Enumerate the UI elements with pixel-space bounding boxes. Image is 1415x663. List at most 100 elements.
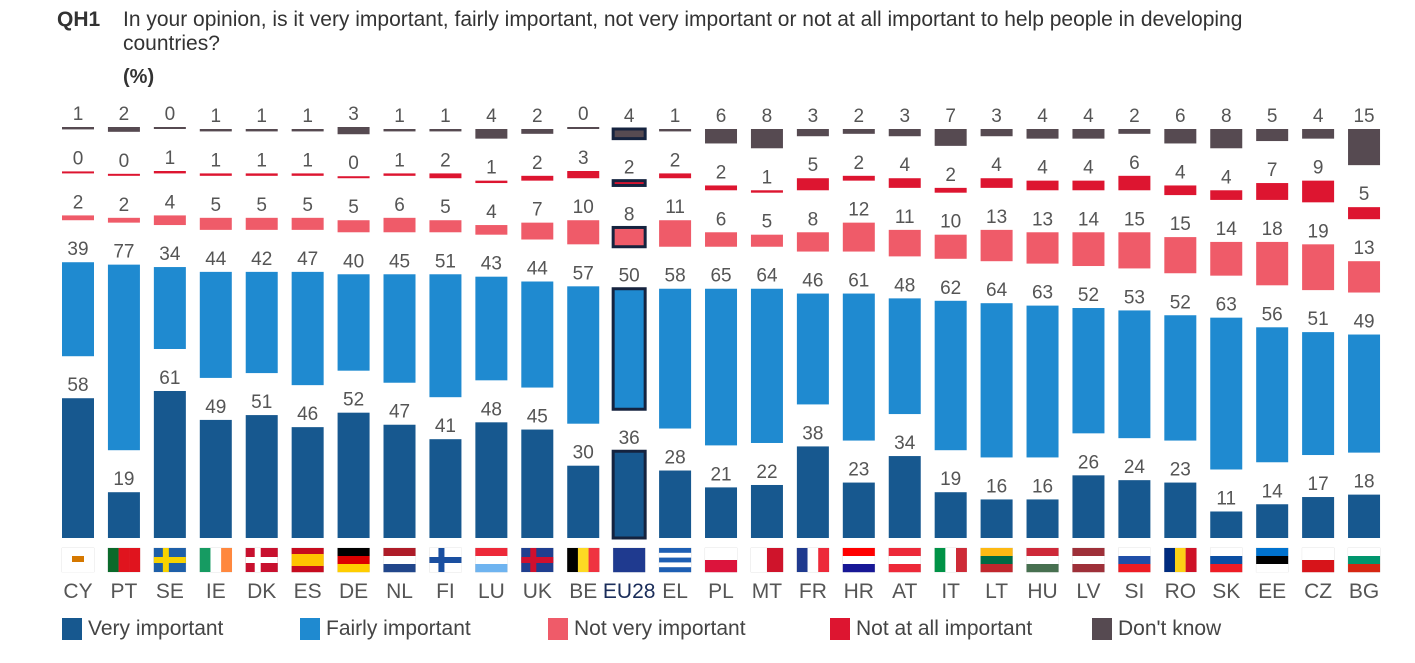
- category-label-be: BE: [569, 580, 597, 603]
- bar-LU-1: [475, 276, 508, 381]
- bar-FI-0: [429, 439, 462, 538]
- data-label: 6: [716, 209, 727, 230]
- bar-ES-3: [291, 173, 324, 176]
- bar-SI-4: [1118, 129, 1151, 134]
- bar-SE-3: [153, 171, 186, 174]
- data-label: 2: [854, 153, 865, 174]
- flag-pl-icon: [704, 547, 738, 573]
- data-label: 51: [251, 392, 272, 413]
- bar-FI-1: [429, 274, 462, 398]
- bar-EL-1: [659, 288, 692, 429]
- bar-BE-2: [567, 220, 600, 245]
- data-label: 6: [1175, 106, 1186, 127]
- bar-NL-0: [383, 424, 416, 538]
- bar-MT-3: [750, 190, 783, 193]
- bar-IE-4: [199, 129, 232, 132]
- data-label: 1: [211, 150, 222, 171]
- bar-DK-0: [245, 415, 278, 538]
- data-label: 28: [665, 448, 686, 469]
- bar-PL-4: [705, 129, 738, 144]
- category-label-uk: UK: [523, 580, 552, 603]
- flag-fr-icon: [796, 547, 830, 573]
- bar-IT-3: [934, 187, 967, 193]
- flag-it-icon: [934, 547, 967, 573]
- bar-FR-4: [796, 129, 829, 137]
- data-label: 2: [670, 150, 681, 171]
- bar-HU-0: [1026, 499, 1059, 538]
- data-label: 7: [532, 200, 543, 221]
- data-label: 5: [440, 197, 451, 218]
- flag-el-icon: [658, 547, 692, 573]
- bar-IE-1: [199, 271, 232, 378]
- bar-CZ-1: [1302, 332, 1335, 456]
- question-id: QH1: [57, 8, 101, 31]
- bar-HU-1: [1026, 305, 1059, 458]
- data-label: 18: [1262, 219, 1283, 240]
- bar-EL-3: [659, 173, 692, 179]
- category-label-si: SI: [1124, 580, 1144, 603]
- bar-LU-4: [475, 129, 508, 139]
- data-label: 0: [578, 104, 589, 125]
- category-label-lu: LU: [478, 580, 505, 603]
- bar-PT-0: [107, 492, 140, 538]
- data-label: 9: [1313, 158, 1324, 179]
- bar-FR-3: [796, 178, 829, 191]
- category-label-hu: HU: [1027, 580, 1057, 603]
- bar-LT-2: [980, 229, 1013, 262]
- bar-EL-0: [659, 470, 692, 538]
- data-label: 1: [302, 150, 313, 171]
- flag-at-icon: [888, 547, 921, 573]
- bar-LV-0: [1072, 475, 1105, 538]
- bar-HU-2: [1026, 232, 1059, 264]
- bar-PT-2: [107, 217, 140, 223]
- flag-cy-icon: [61, 547, 95, 573]
- data-label: 3: [899, 106, 910, 127]
- legend-item: Not at all important: [830, 617, 1092, 641]
- flag-sk-icon: [1210, 547, 1243, 573]
- bar-SI-3: [1118, 175, 1151, 191]
- data-label: 8: [1221, 106, 1232, 127]
- legend-item: Very important: [62, 617, 300, 641]
- data-label: 0: [348, 153, 359, 174]
- bar-AT-0: [888, 456, 921, 538]
- data-label: 19: [1308, 221, 1329, 242]
- data-label: 1: [670, 106, 681, 127]
- category-label-es: ES: [294, 580, 322, 603]
- bar-AT-1: [888, 298, 921, 415]
- data-label: 56: [1262, 304, 1283, 325]
- bar-EL-2: [659, 220, 692, 247]
- data-label: 45: [389, 251, 410, 272]
- bar-MT-1: [750, 288, 783, 443]
- bar-HU-3: [1026, 180, 1059, 191]
- category-label-pt: PT: [111, 580, 138, 603]
- bar-IT-1: [934, 300, 967, 451]
- data-label: 4: [1083, 158, 1094, 179]
- bar-FI-4: [429, 129, 462, 132]
- category-label-mt: MT: [752, 580, 782, 603]
- flag-si-icon: [1118, 547, 1151, 573]
- bar-DE-4: [337, 127, 370, 135]
- data-label: 17: [1308, 474, 1329, 495]
- flag-mt-icon: [750, 547, 784, 573]
- data-label: 42: [251, 249, 272, 270]
- flag-lv-icon: [1072, 547, 1105, 573]
- data-label: 65: [710, 266, 731, 287]
- category-label-sk: SK: [1212, 580, 1240, 603]
- data-label: 0: [73, 148, 84, 169]
- legend-label: Don't know: [1118, 617, 1222, 640]
- data-label: 47: [389, 402, 410, 423]
- legend: Very important Fairly important Not very i…: [62, 617, 1242, 641]
- data-label: 14: [1262, 481, 1284, 502]
- data-label: 15: [1170, 214, 1191, 235]
- legend-swatch: [300, 618, 320, 640]
- category-label-ee: EE: [1258, 580, 1286, 603]
- category-label-ro: RO: [1165, 580, 1197, 603]
- data-label: 15: [1124, 209, 1145, 230]
- data-label: 5: [808, 155, 819, 176]
- data-label: 4: [1221, 167, 1232, 188]
- flag-pt-icon: [107, 547, 141, 573]
- bar-SK-1: [1210, 317, 1243, 470]
- data-label: 18: [1353, 472, 1374, 493]
- bar-HR-4: [842, 129, 875, 134]
